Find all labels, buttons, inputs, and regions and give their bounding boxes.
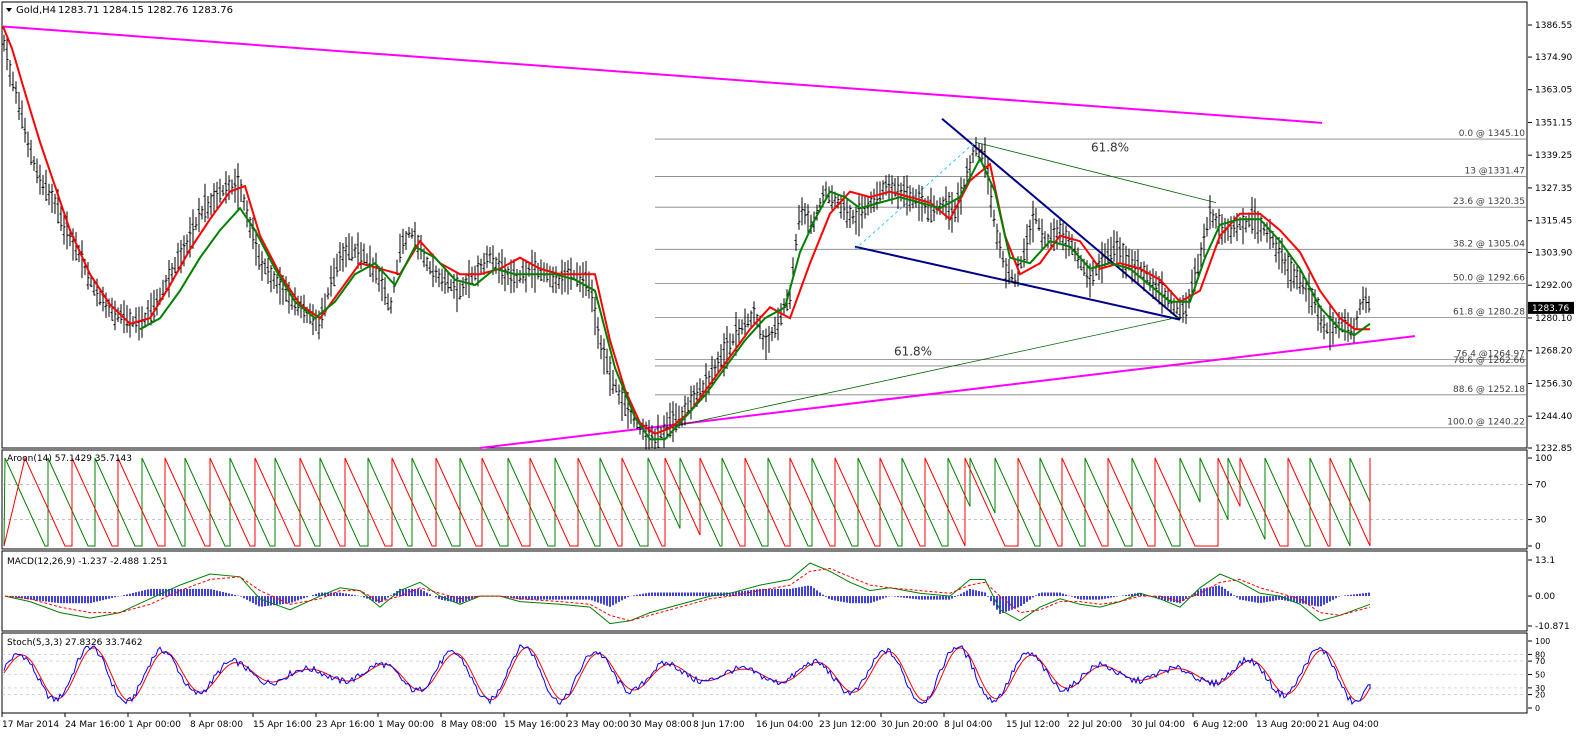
fib-trend-lower	[664, 316, 1181, 429]
time-tick-label: 23 May 00:00	[567, 720, 629, 730]
price-tick-label: 1351.15	[1535, 118, 1572, 128]
trendline-upper-resistance	[2, 25, 1323, 124]
price-panel-frame	[1, 1, 1528, 449]
time-tick-label: 6 Aug 12:00	[1193, 720, 1248, 730]
time-tick-label: 30 May 08:00	[630, 720, 692, 730]
dropdown-triangle-icon[interactable]	[6, 8, 12, 12]
price-tick-label: 1232.85	[1535, 444, 1572, 454]
price-tick-label: 1244.40	[1535, 412, 1572, 422]
fib-level-label: 50.0 @ 1292.66	[1453, 273, 1525, 283]
price-tick-label: 1315.45	[1535, 217, 1572, 227]
symbol-label: Gold,H4	[16, 5, 56, 16]
time-tick-label: 8 Jul 04:00	[944, 720, 993, 730]
aroon-up-line	[3, 457, 1371, 547]
fib-level-label: 88.6 @ 1252.18	[1453, 385, 1525, 395]
price-axis: 1386.55 1374.90 1363.05 1351.15 1339.25 1327.…	[1528, 21, 1574, 454]
aroon-down-line	[3, 456, 1371, 547]
macd-header: MACD(12,26,9) -1.237 -2.488 1.251	[7, 557, 168, 567]
trendlines	[2, 25, 1416, 449]
time-tick-label: 15 Jul 12:00	[1006, 720, 1060, 730]
aroon-tick-label: 70	[1535, 480, 1547, 490]
time-tick-label: 15 Apr 16:00	[253, 720, 312, 730]
price-tick-label: 1374.90	[1535, 53, 1572, 63]
moving-averages	[2, 26, 1371, 441]
fib-level-label: 13 @1331.47	[1464, 167, 1525, 177]
time-tick-label: 23 Apr 16:00	[316, 720, 375, 730]
aroon-panel-frame	[1, 449, 1528, 550]
stoch-tick-label: 70	[1535, 657, 1545, 666]
current-price-label: 1283.76	[1532, 304, 1569, 314]
fib-annotation-lower: 61.8%	[894, 344, 932, 358]
stoch-tick-label: 100	[1535, 637, 1550, 646]
price-tick-label: 1256.30	[1535, 379, 1572, 389]
price-tick-label: 1339.25	[1535, 151, 1572, 161]
fib-trend-upper	[974, 141, 1217, 204]
price-tick-label: 1292.00	[1535, 281, 1572, 291]
macd-tick-label: 13.1	[1535, 556, 1555, 566]
fib-level-label: 61.8 @ 1280.28	[1453, 307, 1525, 317]
time-tick-label: 13 Aug 20:00	[1256, 720, 1317, 730]
trendline-lower-support	[479, 335, 1416, 449]
stoch-signal-line	[3, 647, 1371, 702]
macd-panel-frame	[1, 550, 1528, 632]
time-tick-label: 30 Jun 20:00	[881, 720, 938, 730]
time-tick-label: 8 May 08:00	[441, 720, 497, 730]
stoch-tick-label: 30	[1535, 684, 1545, 693]
stoch-tick-label: 20	[1535, 691, 1545, 700]
fib-dashed-line	[854, 141, 976, 250]
time-tick-label: 23 Jun 12:00	[819, 720, 876, 730]
time-tick-label: 22 Jul 20:00	[1068, 720, 1122, 730]
time-tick-label: 1 May 00:00	[378, 720, 434, 730]
price-tick-label: 1327.35	[1535, 184, 1572, 194]
time-tick-label: 21 Aug 04:00	[1318, 720, 1379, 730]
time-tick-label: 30 Jul 04:00	[1131, 720, 1185, 730]
fib-level-label: 0.0 @ 1345.10	[1459, 129, 1526, 139]
stoch-tick-label: 0	[1535, 704, 1540, 713]
time-tick-label: 16 Jun 04:00	[756, 720, 813, 730]
aroon-tick-label: 100	[1535, 454, 1552, 464]
ma-green-line	[139, 156, 1371, 441]
macd-tick-label: -10.871	[1535, 622, 1570, 632]
price-tick-label: 1363.05	[1535, 86, 1572, 96]
stoch-header: Stoch(5,3,3) 27.8326 33.7462	[7, 638, 142, 648]
aroon-indicator: 100 70 30 0	[2, 454, 1552, 552]
macd-signal-line	[4, 567, 1371, 622]
stoch-main-line	[3, 643, 1371, 706]
time-tick-label: 1 Apr 00:00	[128, 720, 181, 730]
fib-level-label: 78.6 @ 1262.66	[1453, 356, 1525, 366]
price-tick-label: 1280.10	[1535, 314, 1572, 324]
time-axis: 17 Mar 2014 24 Mar 16:00 1 Apr 00:00 8 Apr …	[1, 713, 1379, 730]
ma-red-line	[2, 26, 1370, 435]
current-price-badge	[1528, 301, 1574, 314]
time-tick-label: 8 Jun 17:00	[693, 720, 745, 730]
aroon-tick-label: 0	[1535, 542, 1541, 552]
ohlc-values: 1283.71 1284.15 1282.76 1283.76	[58, 5, 233, 16]
fib-level-label: 23.6 @ 1320.35	[1453, 197, 1525, 207]
fib-annotation-upper: 61.8%	[1091, 141, 1129, 155]
time-tick-label: 17 Mar 2014	[2, 720, 59, 730]
price-tick-label: 1268.20	[1535, 347, 1572, 357]
macd-line	[4, 562, 1371, 625]
macd-indicator: 13.1 0.00 -10.871	[4, 556, 1570, 632]
fib-level-label: 38.2 @ 1305.04	[1453, 239, 1525, 249]
time-tick-label: 15 May 16:00	[504, 720, 566, 730]
time-tick-label: 24 Mar 16:00	[65, 720, 125, 730]
stoch-tick-label: 80	[1535, 650, 1545, 659]
price-tick-label: 1386.55	[1535, 21, 1572, 31]
aroon-header: Aroon(14) 57.1429 35.7143	[7, 454, 132, 464]
price-tick-label: 1303.90	[1535, 248, 1572, 258]
stoch-tick-label: 50	[1535, 671, 1545, 680]
aroon-tick-label: 30	[1535, 516, 1547, 526]
fib-level-label: 100.0 @ 1240.22	[1447, 418, 1525, 428]
stoch-panel-frame	[1, 632, 1528, 714]
time-tick-label: 8 Apr 08:00	[190, 720, 243, 730]
fib-level-label: 76.4 @1264.97	[1456, 350, 1525, 360]
macd-tick-label: 0.00	[1535, 592, 1555, 602]
